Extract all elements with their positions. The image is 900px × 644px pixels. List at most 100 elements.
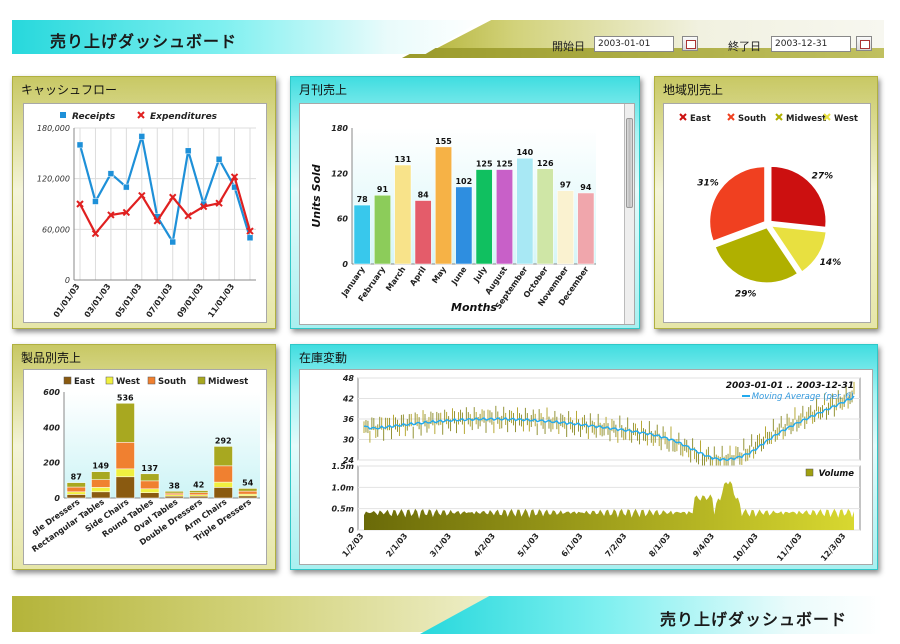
region-title: 地域別売上 — [663, 83, 724, 97]
legend-label: East — [690, 114, 711, 124]
bar-segment-east — [140, 492, 160, 499]
data-label: 140 — [516, 148, 533, 157]
bar-segment-west — [140, 488, 160, 493]
y-tick-label: 42 — [342, 395, 355, 404]
data-point-expenditures — [199, 202, 208, 211]
y-tick-label: 1.5m — [331, 462, 354, 471]
monthly-chart: 06012018078January91February131March84Ap… — [310, 124, 596, 314]
bar-june — [455, 186, 473, 265]
legend-receipts-marker — [60, 112, 66, 118]
pie-slice-east — [770, 165, 827, 228]
x-tick-label: 4/2/03 — [472, 532, 497, 559]
legend-east-marker — [63, 376, 72, 385]
inventory-title: 在庫変動 — [299, 351, 348, 365]
pie-label-east: 27% — [812, 171, 834, 181]
footer-banner-right — [420, 596, 882, 634]
monthly-scroll-thumb[interactable] — [626, 118, 633, 208]
y-tick-label: 48 — [342, 374, 355, 383]
data-point-receipts — [138, 133, 146, 140]
data-label: 54 — [242, 478, 254, 487]
x-tick-label: March — [384, 265, 407, 293]
bar-segment-midwest — [115, 403, 135, 443]
data-point-receipts — [184, 147, 192, 155]
data-label: 155 — [435, 137, 452, 146]
plot-area — [352, 128, 596, 264]
y-tick-label: 36 — [343, 415, 355, 424]
footer: 売り上げダッシュボード — [12, 590, 882, 640]
y-tick-label: 120 — [331, 169, 348, 178]
y-tick-label: 0 — [342, 260, 348, 269]
end-date-input[interactable]: 2003-12-31 — [771, 36, 851, 52]
legend-east-marker — [679, 113, 687, 121]
y-tick-label: 120,000 — [37, 175, 70, 184]
pie-label-west: 14% — [820, 258, 842, 268]
y-tick-label: 30 — [343, 436, 355, 445]
data-label: 126 — [537, 159, 554, 168]
region-chart: East South Midwest West 27% 14% 29% 31% — [679, 113, 858, 299]
monthly-panel: 月刊売上 0 60 120 180 78 January 91 February 131 Marc… — [290, 76, 640, 329]
page-title: 売り上げダッシュボード — [50, 32, 238, 51]
x-tick-label: June — [449, 265, 469, 288]
x-tick-label: 07/01/03 — [144, 282, 174, 319]
y-tick-label: 200 — [43, 459, 60, 468]
legend-label: South — [158, 377, 186, 387]
monthly-scrollbar[interactable] — [624, 104, 634, 324]
x-tick-label: 11/1/03 — [775, 532, 804, 564]
legend-label: West — [116, 377, 140, 387]
start-date-input[interactable]: 2003-01-01 — [594, 36, 674, 52]
legend-label: South — [738, 114, 766, 124]
bar-segment-south — [140, 480, 160, 490]
legend-label: Midwest — [786, 114, 826, 124]
x-tick-label: 1/2/03 — [341, 532, 366, 559]
product-title: 製品別売上 — [21, 351, 82, 365]
data-point-expenditures — [215, 199, 223, 207]
monthly-title: 月刊売上 — [299, 83, 348, 97]
x-tick-label: May — [430, 264, 448, 285]
pie-slice-midwest — [714, 227, 799, 284]
data-label: 102 — [455, 177, 472, 186]
x-tick-label: 3/1/03 — [428, 532, 453, 559]
data-label: 536 — [117, 393, 134, 402]
moving-average-line — [363, 395, 855, 462]
bar-segment-midwest — [66, 482, 86, 488]
pie-slice-west — [770, 225, 827, 273]
x-tick-label: July — [471, 264, 489, 284]
data-point-receipts — [107, 170, 115, 177]
bar-segment-west — [238, 493, 258, 497]
data-point-expenditures — [153, 217, 161, 225]
legend-label: Moving Average (per. 6) — [752, 392, 854, 402]
legend-west-marker — [823, 113, 831, 121]
bar-july — [475, 169, 493, 265]
start-calendar-icon[interactable] — [682, 36, 698, 51]
data-point-expenditures — [230, 173, 239, 181]
data-label: 87 — [71, 473, 82, 482]
data-point-expenditures — [122, 208, 131, 217]
data-point-receipts — [92, 198, 99, 205]
y-tick-label: 1.0m — [331, 483, 354, 492]
pie-label-south: 31% — [697, 178, 719, 188]
end-date-label: 終了日 — [728, 40, 761, 53]
cashflow-title: キャッシュフロー — [21, 83, 118, 97]
data-label: 137 — [141, 464, 158, 473]
bar-august — [496, 169, 513, 265]
pie-label-midwest: 29% — [735, 289, 757, 299]
x-axis-title: Months — [451, 301, 497, 314]
region-chart-box: East South Midwest West 27% 14% 29% 31% — [663, 103, 871, 323]
footer-title: 売り上げダッシュボード — [660, 610, 848, 629]
bar-september — [516, 157, 534, 265]
y-tick-label: 180 — [331, 124, 348, 133]
end-calendar-icon[interactable] — [856, 36, 872, 51]
bar-segment-west — [66, 491, 86, 495]
bar-segment-south — [164, 492, 184, 496]
bar-segment-south — [115, 442, 135, 470]
bar-february — [374, 194, 391, 265]
data-point-receipts — [215, 155, 223, 163]
footer-banner-left — [12, 596, 492, 632]
x-tick-label: 09/01/03 — [175, 282, 205, 319]
legend-label: Receipts — [72, 112, 116, 122]
monthly-chart-box: 0 60 120 180 78 January 91 February 131 March 84 Ap… — [299, 103, 635, 325]
y-tick-label: 0 — [65, 276, 70, 285]
product-chart-box: East West South Midwest 0 200 400 600 87 gle Dres… — [23, 369, 267, 565]
legend-midwest-marker — [197, 376, 206, 385]
y-tick-label: 0.5m — [331, 505, 354, 514]
